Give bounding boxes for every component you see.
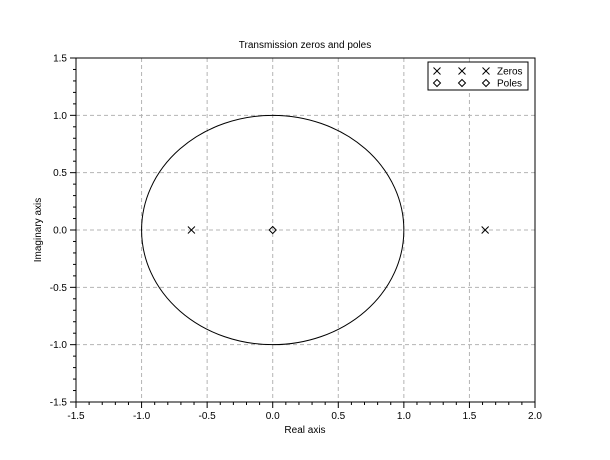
y-tick-label: -0.5 bbox=[50, 283, 68, 294]
x-tick-label: 0.0 bbox=[266, 411, 280, 422]
x-stroke bbox=[433, 67, 441, 75]
zero-marker bbox=[481, 226, 490, 234]
unit-circle bbox=[141, 114, 405, 346]
markers bbox=[187, 225, 490, 235]
x-stroke bbox=[481, 226, 490, 234]
zero-marker bbox=[187, 226, 196, 234]
pole-marker bbox=[268, 225, 277, 235]
x-axis-label: Real axis bbox=[284, 425, 325, 436]
y-tick-label: 0.0 bbox=[53, 226, 67, 237]
legend-label-zeros: Zeros bbox=[497, 67, 523, 78]
x-tick-labels: -1.5 -1.0 -0.5 0.0 0.5 1.0 1.5 2.0 bbox=[67, 411, 542, 422]
legend-box bbox=[427, 61, 529, 91]
y-tick-label: -1.5 bbox=[50, 398, 68, 409]
tick-marks bbox=[70, 57, 536, 408]
legend-poles-marker bbox=[481, 78, 491, 88]
x-stroke bbox=[482, 67, 490, 75]
legend-poles-marker bbox=[457, 78, 467, 88]
x-tick-label: 1.5 bbox=[462, 411, 476, 422]
x-tick-label: -1.5 bbox=[67, 411, 85, 422]
y-tick-label: 1.5 bbox=[53, 54, 67, 65]
x-tick-label: -1.0 bbox=[133, 411, 151, 422]
x-tick-label: 1.0 bbox=[397, 411, 411, 422]
x-tick-label: 0.5 bbox=[331, 411, 345, 422]
y-axis-label: Imaginary axis bbox=[33, 198, 44, 262]
curves bbox=[141, 114, 405, 346]
y-tick-label: 1.0 bbox=[53, 111, 67, 122]
x-stroke bbox=[187, 226, 196, 234]
legend-zeros-marker bbox=[482, 67, 490, 75]
y-tick-label: 0.5 bbox=[53, 168, 67, 179]
legend-label-poles: Poles bbox=[497, 79, 522, 90]
x-tick-label: -0.5 bbox=[199, 411, 217, 422]
legend-poles-marker bbox=[432, 78, 442, 88]
y-tick-labels: -1.5 -1.0 -0.5 0.0 0.5 1.0 1.5 bbox=[50, 54, 68, 409]
x-stroke bbox=[458, 67, 466, 75]
y-tick-label: -1.0 bbox=[50, 340, 68, 351]
legend-zeros-marker bbox=[458, 67, 466, 75]
legend-zeros-marker bbox=[433, 67, 441, 75]
x-tick-label: 2.0 bbox=[528, 411, 542, 422]
chart-title: Transmission zeros and poles bbox=[239, 40, 371, 51]
